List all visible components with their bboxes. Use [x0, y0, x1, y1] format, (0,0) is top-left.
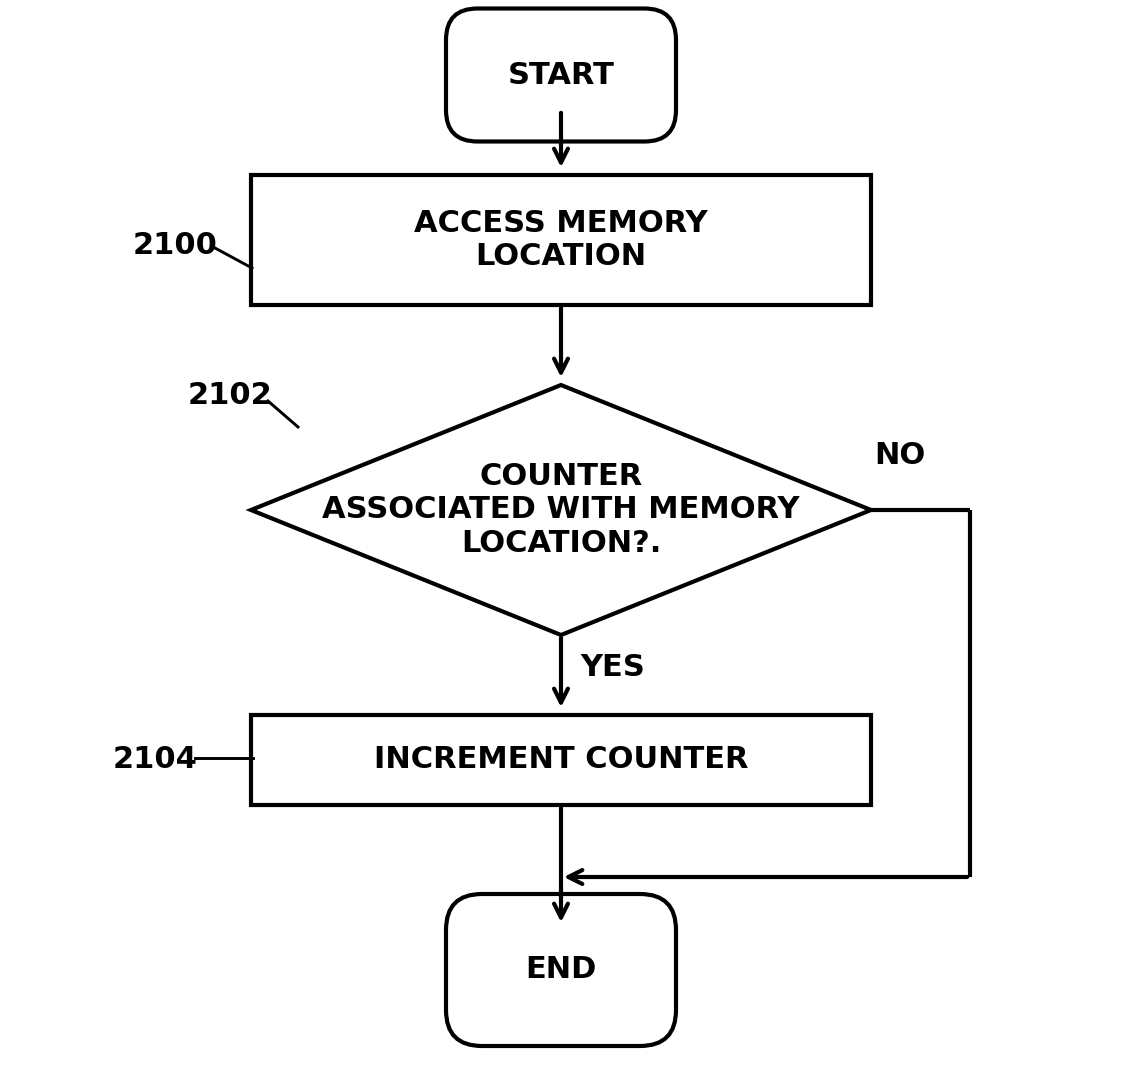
Text: YES: YES: [580, 653, 645, 682]
Text: 2102: 2102: [187, 381, 273, 410]
Bar: [251, 175, 871, 305]
Bar: [251, 715, 871, 805]
Polygon shape: [251, 385, 871, 635]
Text: 2100: 2100: [132, 231, 218, 260]
Text: INCREMENT COUNTER: INCREMENT COUNTER: [374, 746, 748, 774]
Text: END: END: [525, 955, 597, 984]
Text: 2104: 2104: [112, 746, 197, 774]
FancyBboxPatch shape: [447, 894, 675, 1046]
Text: START: START: [507, 60, 615, 89]
FancyBboxPatch shape: [447, 9, 675, 141]
Text: ACCESS MEMORY
LOCATION: ACCESS MEMORY LOCATION: [414, 209, 708, 272]
Text: COUNTER
ASSOCIATED WITH MEMORY
LOCATION?.: COUNTER ASSOCIATED WITH MEMORY LOCATION?…: [322, 461, 800, 558]
Text: NO: NO: [874, 441, 926, 470]
